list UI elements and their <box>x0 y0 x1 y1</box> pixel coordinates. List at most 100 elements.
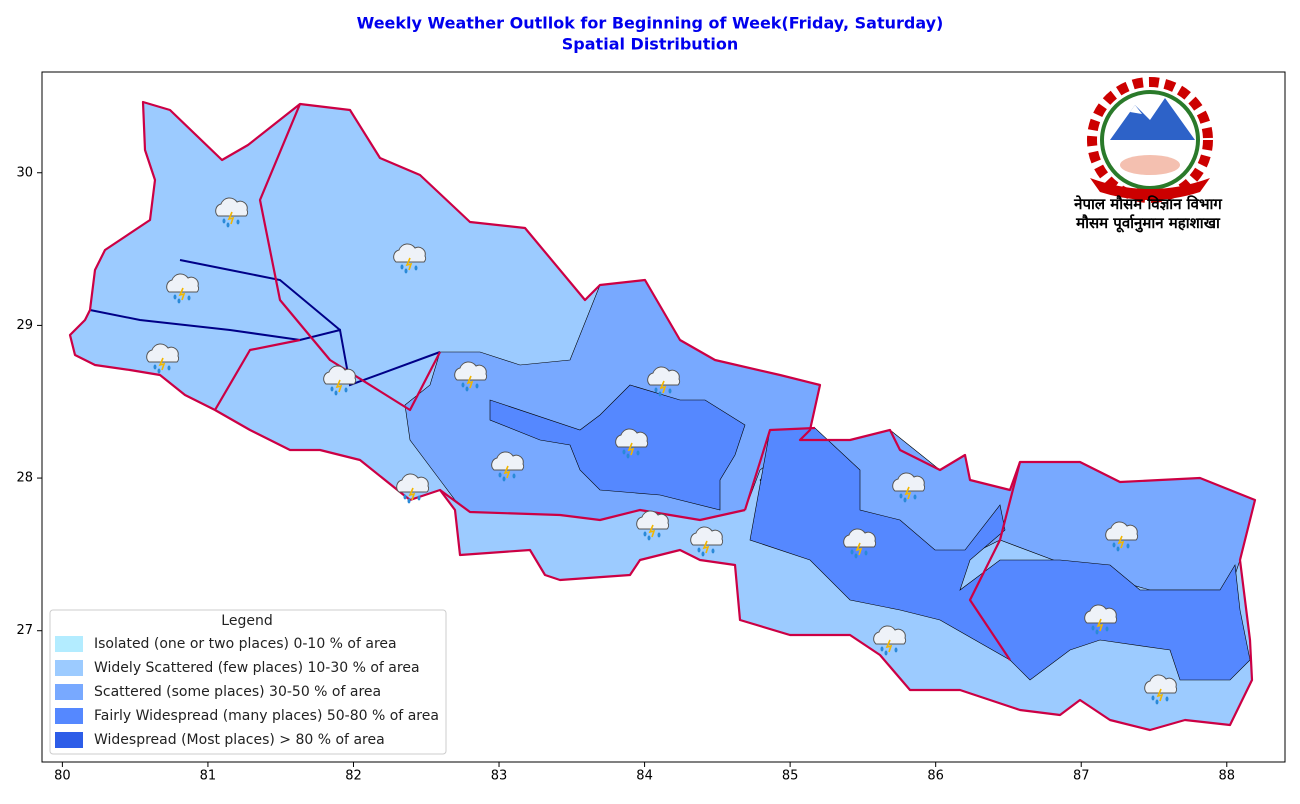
weather-icon <box>454 361 488 392</box>
legend: Legend Isolated (one or two places) 0-10… <box>49 609 447 755</box>
legend-label: Widespread (Most places) > 80 % of area <box>94 732 385 748</box>
raindrop <box>465 386 469 392</box>
weather-icon <box>166 273 200 304</box>
province-border <box>258 103 441 412</box>
raindrop <box>153 364 157 370</box>
raindrop <box>668 388 672 394</box>
cloud <box>873 625 907 645</box>
cloud <box>892 472 926 492</box>
x-tick-label: 87 <box>1073 769 1090 784</box>
x-tick-label: 86 <box>927 769 944 784</box>
y-tick-label: 29 <box>16 318 33 333</box>
cloud <box>1084 604 1118 624</box>
raindrop <box>1151 695 1155 701</box>
cloud <box>393 243 427 263</box>
map <box>68 100 1257 732</box>
weather-icon <box>396 473 430 504</box>
lightning <box>648 524 656 538</box>
legend-swatch <box>55 636 83 652</box>
region-fairly-widespread <box>749 427 1251 681</box>
raindrop <box>913 494 917 500</box>
y-tick-label: 28 <box>16 471 33 486</box>
cloud <box>323 365 357 385</box>
raindrop <box>334 390 338 396</box>
weather-icon <box>892 472 926 503</box>
legend-swatch <box>55 684 83 700</box>
raindrop <box>236 219 240 225</box>
cloud <box>1105 521 1139 541</box>
weather-icon <box>393 243 427 274</box>
weather-icon <box>1105 521 1139 552</box>
cloud <box>215 197 249 217</box>
raindrop <box>864 550 868 556</box>
raindrop <box>502 476 506 482</box>
raindrop <box>475 383 479 389</box>
raindrop <box>226 222 230 228</box>
raindrop <box>1126 543 1130 549</box>
raindrop <box>157 368 161 374</box>
raindrop <box>899 493 903 499</box>
raindrop <box>894 647 898 653</box>
raindrop <box>647 535 651 541</box>
raindrop <box>658 391 662 397</box>
raindrop <box>1105 626 1109 632</box>
raindrop <box>512 473 516 479</box>
lightning <box>503 465 511 479</box>
raindrop <box>414 265 418 271</box>
lightning <box>659 380 667 394</box>
raindrop <box>850 549 854 555</box>
lightning <box>466 375 474 389</box>
x-tick-label: 81 <box>200 769 217 784</box>
raindrop <box>407 498 411 504</box>
weather-icon <box>215 197 249 228</box>
weather-icon <box>690 526 724 557</box>
lightning <box>627 442 635 456</box>
cloud <box>636 510 670 530</box>
raindrop <box>903 497 907 503</box>
lightning <box>702 540 710 554</box>
cloud <box>690 526 724 546</box>
raindrop <box>400 264 404 270</box>
lightning <box>1117 535 1125 549</box>
raindrop <box>173 294 177 300</box>
y-tick-label: 30 <box>16 165 33 180</box>
province-border <box>968 461 1022 661</box>
weather-icon <box>873 625 907 656</box>
raindrop <box>222 218 226 224</box>
cloud <box>647 366 681 386</box>
x-tick-label: 83 <box>491 769 508 784</box>
raindrop <box>403 494 407 500</box>
raindrop <box>187 295 191 301</box>
country-border <box>68 100 1257 732</box>
weather-icon <box>146 343 180 374</box>
raindrop <box>1155 699 1159 705</box>
legend-swatch <box>55 660 83 676</box>
raindrop <box>657 532 661 538</box>
raindrop <box>701 551 705 557</box>
raindrop <box>697 547 701 553</box>
weather-icon <box>843 528 877 559</box>
weather-icon <box>615 428 649 459</box>
y-tick-label: 27 <box>16 623 33 638</box>
province-border <box>743 426 816 511</box>
x-tick-label: 82 <box>345 769 362 784</box>
cloud <box>396 473 430 493</box>
legend-swatch <box>55 732 83 748</box>
weather-icons <box>146 197 1178 705</box>
cloud <box>146 343 180 363</box>
x-tick-label: 80 <box>54 769 71 784</box>
legend-label: Isolated (one or two places) 0-10 % of a… <box>94 636 397 652</box>
lightning <box>335 379 343 393</box>
lightning <box>904 486 912 500</box>
raindrop <box>884 650 888 656</box>
raindrop <box>654 387 658 393</box>
lightning <box>408 487 416 501</box>
raindrop <box>1095 629 1099 635</box>
lightning <box>227 211 235 225</box>
lightning <box>855 542 863 556</box>
raindrop <box>167 365 171 371</box>
province-border <box>214 338 301 411</box>
lightning <box>885 639 893 653</box>
lightning <box>1096 618 1104 632</box>
